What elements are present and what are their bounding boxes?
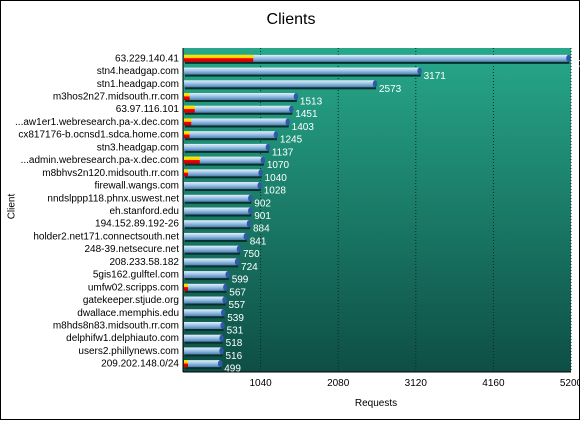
category-label: 208.233.58.182 — [109, 257, 179, 268]
bar — [184, 245, 242, 255]
category-label: ...admin.webresearch.pa-x.dec.com — [21, 155, 179, 166]
data-label: 1403 — [292, 122, 315, 133]
x-tick-label: 1040 — [249, 378, 272, 389]
data-label: 1137 — [272, 147, 294, 158]
data-label: 1513 — [300, 97, 323, 108]
data-label: 599 — [232, 275, 249, 286]
data-label: 1040 — [265, 173, 288, 184]
category-label: stn4.headgap.com — [97, 66, 179, 77]
data-label: 1451 — [295, 109, 318, 120]
bar — [184, 220, 252, 230]
bar — [184, 207, 253, 217]
category-label: eh.stanford.edu — [110, 206, 180, 217]
bar — [184, 347, 224, 357]
category-label: dwallace.memphis.edu — [77, 308, 179, 319]
data-label: 531 — [227, 325, 244, 336]
bar — [184, 182, 262, 192]
data-label: 539 — [227, 313, 244, 324]
data-label: 750 — [243, 249, 260, 260]
category-label: 63.229.140.41 — [115, 53, 179, 64]
data-label: 5165 — [572, 58, 580, 69]
category-label: 209.202.148.0/24 — [101, 359, 179, 370]
category-label: 194.152.89.192-26 — [95, 219, 179, 230]
category-label: delphifw1.delphiauto.com — [66, 333, 179, 344]
bar — [184, 283, 228, 293]
x-tick-label: 4160 — [482, 378, 505, 389]
category-label: nndslppp118.phnx.uswest.net — [47, 193, 179, 204]
category-label: 248-39.netsecure.net — [84, 244, 179, 255]
bar — [184, 67, 422, 77]
category-label: 5gis162.gulftel.com — [93, 270, 179, 281]
bar — [184, 271, 230, 281]
chart-title: Clients — [266, 11, 316, 28]
data-label: 518 — [226, 338, 243, 349]
bar — [184, 232, 248, 242]
category-label: firewall.wangs.com — [95, 181, 179, 192]
category-label: ...aw1er1.webresearch.pa-x.dec.com — [15, 117, 179, 128]
x-tick-label: 3120 — [405, 378, 428, 389]
x-axis-label: Requests — [354, 398, 398, 409]
bar — [184, 360, 223, 370]
bar — [184, 143, 271, 153]
data-label: 499 — [224, 364, 241, 375]
bar — [184, 296, 227, 306]
data-label: 516 — [226, 351, 243, 362]
data-label: 1245 — [280, 135, 303, 146]
bar — [184, 131, 279, 141]
category-label: cx817176-b.ocnsd1.sdca.home.com — [18, 130, 179, 141]
category-label: users2.phillynews.com — [78, 346, 179, 357]
category-label: m8bhvs2n120.midsouth.rr.com — [42, 168, 179, 179]
category-label: m3hos2n27.midsouth.rr.com — [53, 92, 179, 103]
bar — [184, 80, 378, 90]
category-label: m8hds8n83.midsouth.rr.com — [53, 320, 179, 331]
category-label: holder2.net171.connectsouth.net — [33, 231, 179, 242]
category-label: gatekeeper.stjude.org — [83, 295, 179, 306]
bar — [184, 156, 266, 166]
bar — [184, 194, 253, 204]
data-label: 557 — [229, 300, 246, 311]
data-label: 567 — [229, 287, 246, 298]
data-label: 841 — [250, 236, 267, 247]
bar — [184, 169, 263, 179]
category-label: 63.97.116.101 — [116, 104, 180, 115]
bar — [184, 118, 290, 128]
data-label: 902 — [254, 198, 271, 209]
data-label: 1028 — [264, 186, 287, 197]
bar — [184, 93, 299, 103]
data-label: 3171 — [424, 71, 447, 82]
x-tick-label: 2080 — [327, 378, 350, 389]
category-label: stn1.headgap.com — [97, 79, 179, 90]
data-label: 2573 — [379, 84, 402, 95]
data-label: 724 — [241, 262, 258, 273]
bar — [184, 54, 571, 64]
category-label: umfw02.scripps.com — [88, 282, 179, 293]
bar — [184, 321, 225, 331]
bar — [184, 309, 226, 319]
bar — [184, 334, 224, 344]
bar — [184, 105, 294, 115]
data-label: 884 — [253, 224, 270, 235]
data-label: 1070 — [267, 160, 290, 171]
bar — [184, 258, 240, 268]
data-label: 901 — [254, 211, 271, 222]
x-tick-label: 5200 — [560, 378, 580, 389]
category-label: stn3.headgap.com — [97, 142, 179, 153]
